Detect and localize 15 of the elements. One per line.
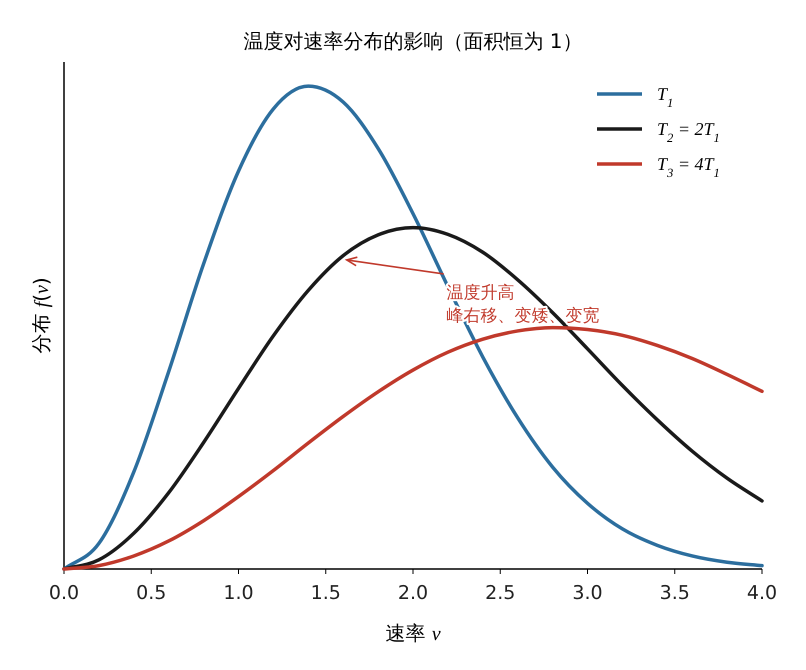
x-tick-label: 2.0 <box>398 582 428 604</box>
x-tick-label: 4.0 <box>746 582 778 604</box>
x-tick-label: 3.0 <box>572 582 603 604</box>
chart-title: 温度对速率分布的影响（面积恒为 1） <box>243 29 583 53</box>
legend-label: T$_{3}$ = 4T$_{1}$ <box>657 154 720 180</box>
y-axis-title: 分布 f(v) <box>29 277 53 354</box>
x-tick-label: 1.0 <box>223 582 254 604</box>
x-tick-label: 2.5 <box>485 582 516 604</box>
x-tick-label: 1.5 <box>310 582 341 604</box>
legend-label: T$_{2}$ = 2T$_{1}$ <box>657 119 720 145</box>
x-tick-label: 0.0 <box>48 582 80 604</box>
x-tick-label: 0.5 <box>136 582 166 604</box>
x-axis-title: 速率 v <box>385 621 441 645</box>
legend-label: T$_{1}$ <box>657 84 674 110</box>
x-tick-label: 3.5 <box>660 582 690 604</box>
